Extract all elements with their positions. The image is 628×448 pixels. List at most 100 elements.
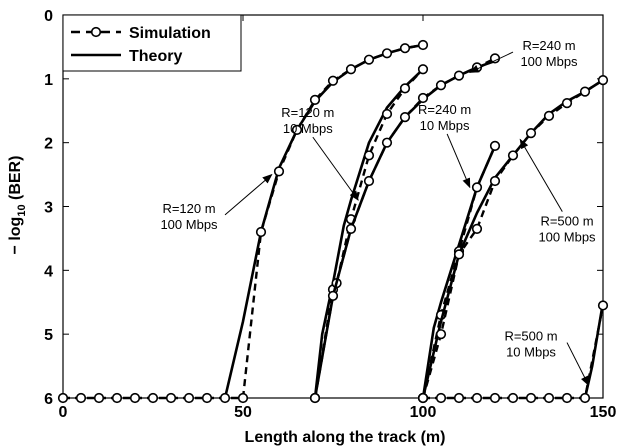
annotation-2: R=120 m10 Mbps bbox=[281, 105, 359, 201]
annotation-arrow-3 bbox=[468, 51, 514, 73]
legend-entry-2: Theory bbox=[71, 48, 182, 65]
simulation-point-1-17 bbox=[345, 64, 357, 75]
legend: Simulation Theory bbox=[62, 14, 242, 72]
y-tick-label-2: 2 bbox=[44, 136, 53, 153]
legend-label-1: Simulation bbox=[129, 25, 211, 42]
simulation-point-3-3 bbox=[345, 223, 357, 234]
simulation-point-1-16 bbox=[327, 75, 339, 86]
series-3 bbox=[309, 53, 501, 404]
annotation-arrow-5 bbox=[519, 138, 563, 212]
y-tick-label-5: 5 bbox=[44, 327, 53, 344]
series-layer bbox=[57, 39, 609, 404]
x-tick-label-0: 0 bbox=[59, 404, 68, 421]
theory-line-4 bbox=[421, 145, 497, 399]
annotation-6: R=500 m10 Mbps bbox=[504, 329, 590, 387]
annotation-text-4-1: R=240 m bbox=[418, 102, 471, 117]
simulation-point-5-10 bbox=[579, 86, 591, 97]
y-axis-label-prefix: − log bbox=[7, 217, 24, 255]
simulation-point-2-8 bbox=[417, 64, 429, 75]
annotation-arrow-4 bbox=[446, 133, 471, 189]
simulation-point-2-6 bbox=[381, 108, 393, 120]
simulation-point-5-9 bbox=[561, 97, 573, 109]
simulation-point-5-2 bbox=[435, 329, 447, 340]
annotation-4: R=240 m10 Mbps bbox=[418, 102, 471, 189]
simulation-point-6-7 bbox=[525, 392, 537, 404]
simulation-point-1-19 bbox=[381, 48, 393, 59]
x-tick-label-50: 50 bbox=[234, 404, 252, 421]
annotation-text-6-1: R=500 m bbox=[504, 329, 557, 344]
simulation-point-3-6 bbox=[399, 112, 411, 123]
y-tick-label-1: 1 bbox=[44, 72, 53, 89]
y-tick-label-6: 6 bbox=[44, 391, 53, 408]
legend-label-2: Theory bbox=[129, 48, 182, 65]
simulation-point-1-12 bbox=[255, 226, 267, 238]
simulation-point-3-11 bbox=[489, 53, 501, 64]
simulation-point-4-5 bbox=[489, 140, 501, 151]
annotation-text-1-2: 100 Mbps bbox=[160, 217, 218, 232]
annotation-arrow-1 bbox=[224, 173, 273, 216]
simulation-point-6-6 bbox=[507, 392, 519, 404]
y-tick-label-4: 4 bbox=[44, 263, 53, 280]
series-1 bbox=[57, 39, 429, 404]
simulation-line-5 bbox=[421, 79, 604, 399]
legend-entry-1: Simulation bbox=[71, 25, 211, 42]
simulation-point-5-5 bbox=[489, 175, 501, 187]
series-6 bbox=[417, 300, 609, 404]
annotation-arrow-6 bbox=[566, 342, 590, 387]
simulation-point-1-15 bbox=[309, 94, 321, 105]
simulation-point-5-6 bbox=[507, 150, 519, 161]
simulation-point-1-8 bbox=[183, 392, 195, 404]
y-tick-label-3: 3 bbox=[44, 200, 53, 217]
simulation-point-3-8 bbox=[435, 80, 447, 91]
simulation-point-3-5 bbox=[381, 137, 393, 148]
annotation-text-2-1: R=120 m bbox=[281, 105, 334, 120]
annotation-text-3-1: R=240 m bbox=[522, 38, 575, 53]
y-axis-label-suffix: (BER) bbox=[7, 156, 24, 205]
simulation-point-1-5 bbox=[129, 392, 141, 404]
x-axis-ticks: 0 50 100 150 bbox=[59, 15, 617, 421]
simulation-point-1-13 bbox=[273, 166, 285, 177]
simulation-point-4-4 bbox=[471, 182, 483, 193]
y-tick-label-0: 0 bbox=[44, 8, 53, 25]
simulation-point-5-4 bbox=[471, 223, 483, 234]
legend-box bbox=[62, 14, 242, 72]
simulation-point-1-7 bbox=[165, 392, 177, 404]
simulation-point-6-5 bbox=[489, 392, 501, 404]
simulation-point-5-8 bbox=[543, 110, 555, 121]
x-tick-label-100: 100 bbox=[410, 404, 437, 421]
annotation-text-3-2: 100 Mbps bbox=[520, 54, 578, 69]
simulation-line-3 bbox=[313, 57, 496, 399]
simulation-point-1-11 bbox=[237, 392, 249, 404]
simulation-point-6-4 bbox=[471, 392, 483, 404]
annotation-text-1-1: R=120 m bbox=[162, 201, 215, 216]
simulation-line-4 bbox=[421, 145, 497, 399]
y-axis-label: − log10 (BER) bbox=[7, 156, 28, 255]
simulation-point-6-8 bbox=[543, 392, 555, 404]
simulation-point-2-5 bbox=[363, 150, 375, 161]
simulation-point-1-10 bbox=[219, 392, 231, 404]
simulation-point-3-9 bbox=[453, 70, 465, 81]
simulation-point-1-3 bbox=[93, 392, 105, 404]
simulation-point-3-2 bbox=[327, 290, 339, 301]
simulation-point-1-14 bbox=[291, 124, 303, 135]
simulation-point-1-21 bbox=[417, 39, 429, 51]
x-axis-label: Length along the track (m) bbox=[245, 429, 446, 446]
simulation-point-6-2 bbox=[435, 392, 447, 404]
annotation-text-6-2: 10 Mbps bbox=[506, 345, 556, 360]
x-tick-label-150: 150 bbox=[590, 404, 617, 421]
y-axis-label-subscript: 10 bbox=[16, 204, 28, 216]
annotation-text-2-2: 10 Mbps bbox=[283, 121, 333, 136]
simulation-point-3-4 bbox=[363, 175, 375, 187]
simulation-point-5-3 bbox=[453, 249, 465, 260]
simulation-point-6-11 bbox=[597, 300, 609, 311]
simulation-point-6-9 bbox=[561, 392, 573, 404]
legend-marker-1 bbox=[90, 26, 102, 38]
simulation-line-1 bbox=[63, 43, 424, 400]
simulation-point-1-18 bbox=[363, 54, 375, 65]
simulation-point-1-1 bbox=[57, 392, 69, 404]
